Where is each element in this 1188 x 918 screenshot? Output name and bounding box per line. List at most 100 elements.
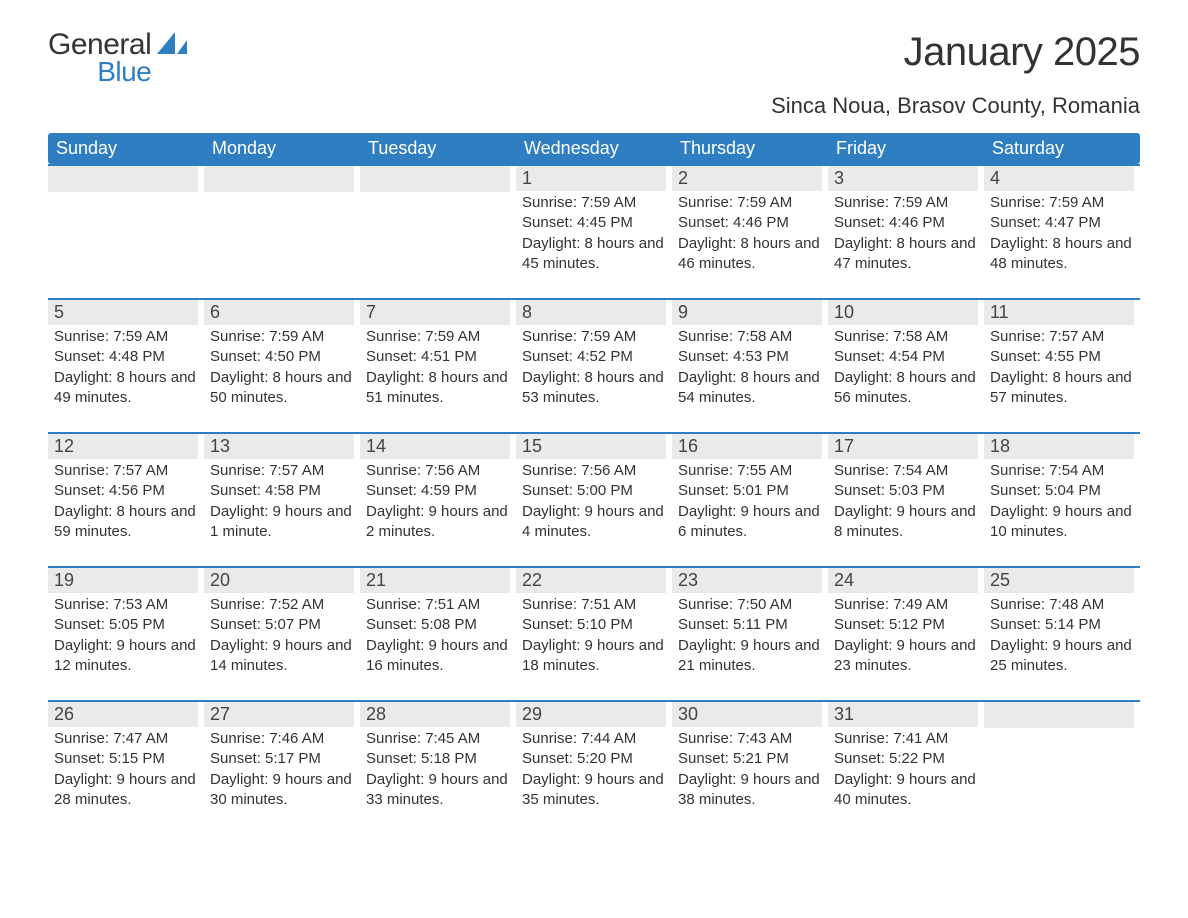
sunset-text: Sunset: 4:54 PM [834, 347, 978, 367]
daylight-text: Daylight: 9 hours and 16 minutes. [366, 636, 510, 677]
dow-tuesday: Tuesday [360, 133, 516, 164]
day-number: 1 [516, 166, 666, 191]
logo: General Blue [48, 30, 189, 86]
day-number: 18 [984, 434, 1134, 459]
day-body: Sunrise: 7:57 AMSunset: 4:55 PMDaylight:… [984, 327, 1134, 408]
day-body: Sunrise: 7:52 AMSunset: 5:07 PMDaylight:… [204, 595, 354, 676]
day-cell: 20Sunrise: 7:52 AMSunset: 5:07 PMDayligh… [204, 568, 360, 686]
daylight-text: Daylight: 9 hours and 2 minutes. [366, 502, 510, 543]
day-number: 6 [204, 300, 354, 325]
day-cell: 1Sunrise: 7:59 AMSunset: 4:45 PMDaylight… [516, 166, 672, 284]
sunrise-text: Sunrise: 7:41 AM [834, 729, 978, 749]
daylight-text: Daylight: 9 hours and 12 minutes. [54, 636, 198, 677]
day-cell: 6Sunrise: 7:59 AMSunset: 4:50 PMDaylight… [204, 300, 360, 418]
sunset-text: Sunset: 5:15 PM [54, 749, 198, 769]
daylight-text: Daylight: 8 hours and 54 minutes. [678, 368, 822, 409]
day-cell: 5Sunrise: 7:59 AMSunset: 4:48 PMDaylight… [48, 300, 204, 418]
sunrise-text: Sunrise: 7:58 AM [834, 327, 978, 347]
dow-friday: Friday [828, 133, 984, 164]
day-body: Sunrise: 7:54 AMSunset: 5:03 PMDaylight:… [828, 461, 978, 542]
day-number: 20 [204, 568, 354, 593]
day-number: 4 [984, 166, 1134, 191]
day-cell: 10Sunrise: 7:58 AMSunset: 4:54 PMDayligh… [828, 300, 984, 418]
day-body: Sunrise: 7:48 AMSunset: 5:14 PMDaylight:… [984, 595, 1134, 676]
calendar: Sunday Monday Tuesday Wednesday Thursday… [48, 133, 1140, 820]
logo-line2: Blue [48, 58, 151, 86]
day-cell: 15Sunrise: 7:56 AMSunset: 5:00 PMDayligh… [516, 434, 672, 552]
daylight-text: Daylight: 9 hours and 35 minutes. [522, 770, 666, 811]
day-cell: 13Sunrise: 7:57 AMSunset: 4:58 PMDayligh… [204, 434, 360, 552]
month-year: January 2025 [771, 30, 1140, 75]
daylight-text: Daylight: 8 hours and 50 minutes. [210, 368, 354, 409]
daylight-text: Daylight: 9 hours and 40 minutes. [834, 770, 978, 811]
sunset-text: Sunset: 5:07 PM [210, 615, 354, 635]
day-cell: 27Sunrise: 7:46 AMSunset: 5:17 PMDayligh… [204, 702, 360, 820]
logo-text: General Blue [48, 30, 151, 86]
logo-sail-icon [155, 30, 189, 63]
day-cell: 26Sunrise: 7:47 AMSunset: 5:15 PMDayligh… [48, 702, 204, 820]
daylight-text: Daylight: 9 hours and 30 minutes. [210, 770, 354, 811]
title-block: January 2025 Sinca Noua, Brasov County, … [771, 30, 1140, 127]
day-cell: 25Sunrise: 7:48 AMSunset: 5:14 PMDayligh… [984, 568, 1140, 686]
sunset-text: Sunset: 5:05 PM [54, 615, 198, 635]
sunrise-text: Sunrise: 7:51 AM [366, 595, 510, 615]
daylight-text: Daylight: 8 hours and 49 minutes. [54, 368, 198, 409]
daylight-text: Daylight: 9 hours and 38 minutes. [678, 770, 822, 811]
day-body: Sunrise: 7:59 AMSunset: 4:47 PMDaylight:… [984, 193, 1134, 274]
sunset-text: Sunset: 5:14 PM [990, 615, 1134, 635]
day-body: Sunrise: 7:56 AMSunset: 4:59 PMDaylight:… [360, 461, 510, 542]
day-body: Sunrise: 7:59 AMSunset: 4:52 PMDaylight:… [516, 327, 666, 408]
day-body: Sunrise: 7:51 AMSunset: 5:08 PMDaylight:… [360, 595, 510, 676]
day-number: 13 [204, 434, 354, 459]
sunrise-text: Sunrise: 7:47 AM [54, 729, 198, 749]
sunrise-text: Sunrise: 7:59 AM [522, 327, 666, 347]
day-number: 22 [516, 568, 666, 593]
day-body: Sunrise: 7:58 AMSunset: 4:53 PMDaylight:… [672, 327, 822, 408]
day-body: Sunrise: 7:59 AMSunset: 4:48 PMDaylight:… [48, 327, 198, 408]
header: General Blue January 2025 Sinca Noua, Br… [48, 30, 1140, 127]
sunset-text: Sunset: 5:10 PM [522, 615, 666, 635]
day-of-week-header: Sunday Monday Tuesday Wednesday Thursday… [48, 133, 1140, 164]
day-cell: 19Sunrise: 7:53 AMSunset: 5:05 PMDayligh… [48, 568, 204, 686]
day-number: 30 [672, 702, 822, 727]
sunset-text: Sunset: 5:17 PM [210, 749, 354, 769]
sunset-text: Sunset: 4:59 PM [366, 481, 510, 501]
sunset-text: Sunset: 4:46 PM [678, 213, 822, 233]
sunset-text: Sunset: 5:21 PM [678, 749, 822, 769]
daylight-text: Daylight: 8 hours and 56 minutes. [834, 368, 978, 409]
day-body: Sunrise: 7:59 AMSunset: 4:45 PMDaylight:… [516, 193, 666, 274]
day-cell: 16Sunrise: 7:55 AMSunset: 5:01 PMDayligh… [672, 434, 828, 552]
daylight-text: Daylight: 9 hours and 33 minutes. [366, 770, 510, 811]
daylight-text: Daylight: 8 hours and 57 minutes. [990, 368, 1134, 409]
daylight-text: Daylight: 9 hours and 4 minutes. [522, 502, 666, 543]
day-cell: 2Sunrise: 7:59 AMSunset: 4:46 PMDaylight… [672, 166, 828, 284]
sunset-text: Sunset: 5:20 PM [522, 749, 666, 769]
sunset-text: Sunset: 5:01 PM [678, 481, 822, 501]
day-cell: 23Sunrise: 7:50 AMSunset: 5:11 PMDayligh… [672, 568, 828, 686]
day-body: Sunrise: 7:46 AMSunset: 5:17 PMDaylight:… [204, 729, 354, 810]
day-cell: 22Sunrise: 7:51 AMSunset: 5:10 PMDayligh… [516, 568, 672, 686]
day-number [360, 166, 510, 192]
sunrise-text: Sunrise: 7:59 AM [990, 193, 1134, 213]
day-number: 7 [360, 300, 510, 325]
sunset-text: Sunset: 4:53 PM [678, 347, 822, 367]
day-body: Sunrise: 7:51 AMSunset: 5:10 PMDaylight:… [516, 595, 666, 676]
day-number: 14 [360, 434, 510, 459]
day-number: 25 [984, 568, 1134, 593]
sunrise-text: Sunrise: 7:48 AM [990, 595, 1134, 615]
daylight-text: Daylight: 9 hours and 14 minutes. [210, 636, 354, 677]
week-row: 5Sunrise: 7:59 AMSunset: 4:48 PMDaylight… [48, 298, 1140, 418]
day-cell: 7Sunrise: 7:59 AMSunset: 4:51 PMDaylight… [360, 300, 516, 418]
sunset-text: Sunset: 5:22 PM [834, 749, 978, 769]
day-number [48, 166, 198, 192]
sunset-text: Sunset: 4:46 PM [834, 213, 978, 233]
day-number [204, 166, 354, 192]
daylight-text: Daylight: 8 hours and 53 minutes. [522, 368, 666, 409]
day-body: Sunrise: 7:53 AMSunset: 5:05 PMDaylight:… [48, 595, 198, 676]
sunrise-text: Sunrise: 7:49 AM [834, 595, 978, 615]
day-cell: 21Sunrise: 7:51 AMSunset: 5:08 PMDayligh… [360, 568, 516, 686]
sunrise-text: Sunrise: 7:57 AM [990, 327, 1134, 347]
sunrise-text: Sunrise: 7:51 AM [522, 595, 666, 615]
day-body: Sunrise: 7:57 AMSunset: 4:58 PMDaylight:… [204, 461, 354, 542]
sunrise-text: Sunrise: 7:59 AM [366, 327, 510, 347]
